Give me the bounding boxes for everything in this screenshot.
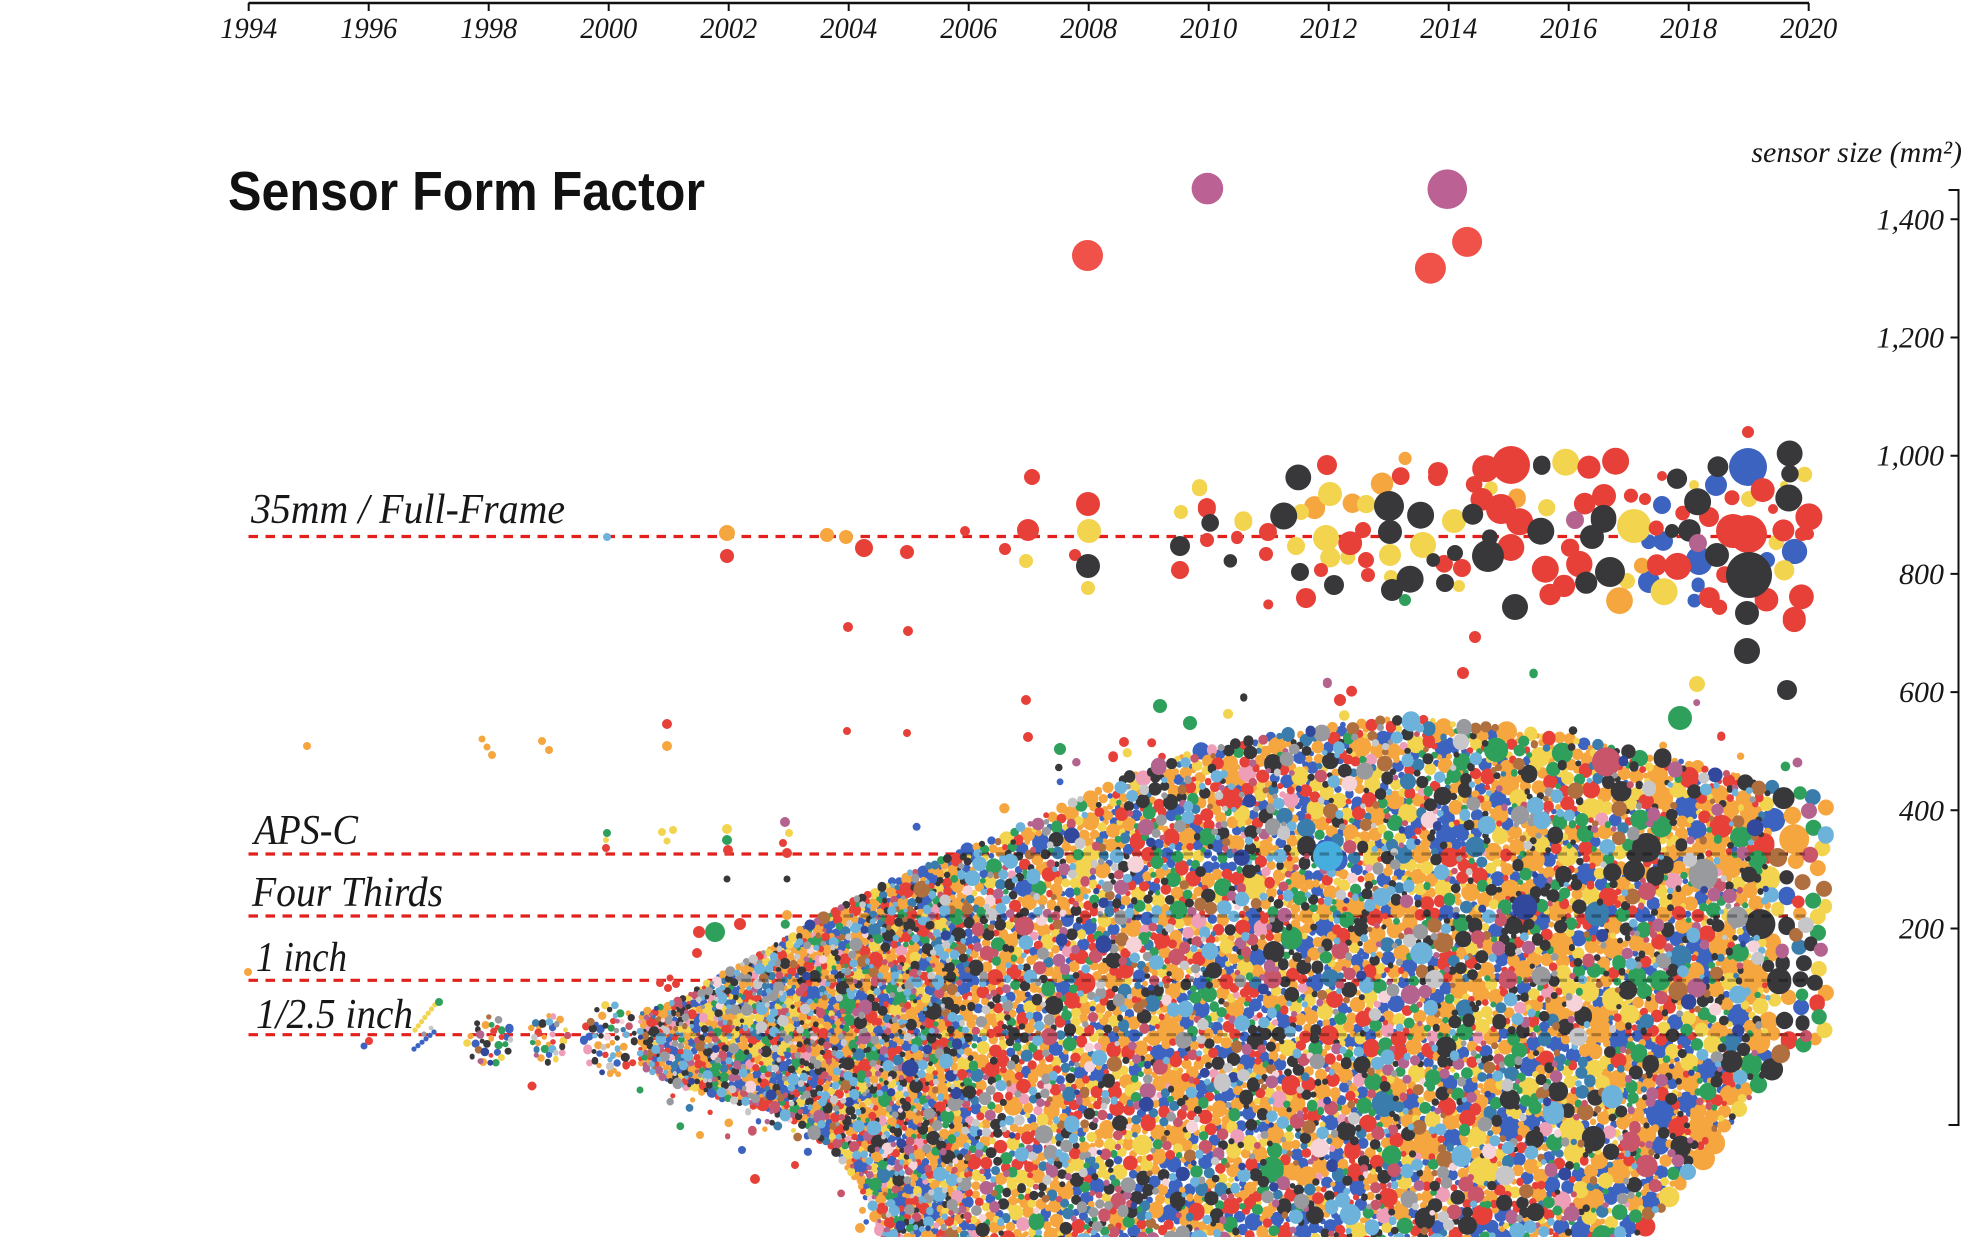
svg-text:Sensor Form Factor: Sensor Form Factor bbox=[228, 160, 705, 222]
svg-text:2020: 2020 bbox=[1780, 12, 1837, 45]
svg-text:1,000: 1,000 bbox=[1877, 440, 1945, 473]
svg-text:400: 400 bbox=[1899, 794, 1944, 827]
svg-text:2012: 2012 bbox=[1300, 12, 1357, 45]
svg-text:1,200: 1,200 bbox=[1877, 322, 1945, 355]
svg-text:Four Thirds: Four Thirds bbox=[251, 870, 443, 916]
svg-text:2002: 2002 bbox=[700, 12, 757, 45]
svg-text:2016: 2016 bbox=[1540, 12, 1597, 45]
svg-text:2008: 2008 bbox=[1060, 12, 1117, 45]
svg-text:1,400: 1,400 bbox=[1877, 203, 1945, 236]
svg-text:2010: 2010 bbox=[1180, 12, 1237, 45]
svg-text:200: 200 bbox=[1899, 913, 1944, 946]
svg-text:1 inch: 1 inch bbox=[256, 935, 347, 981]
svg-text:600: 600 bbox=[1899, 676, 1944, 709]
svg-text:1/2.5 inch: 1/2.5 inch bbox=[256, 992, 413, 1038]
svg-text:35mm / Full-Frame: 35mm / Full-Frame bbox=[250, 487, 565, 533]
svg-text:2004: 2004 bbox=[820, 12, 877, 45]
svg-text:2014: 2014 bbox=[1420, 12, 1477, 45]
svg-text:800: 800 bbox=[1899, 558, 1944, 591]
svg-text:APS-C: APS-C bbox=[251, 808, 359, 854]
svg-text:1998: 1998 bbox=[460, 12, 517, 45]
svg-text:2000: 2000 bbox=[580, 12, 637, 45]
svg-text:sensor size (mm²): sensor size (mm²) bbox=[1751, 136, 1962, 169]
svg-text:1996: 1996 bbox=[340, 12, 397, 45]
svg-text:1994: 1994 bbox=[220, 12, 277, 45]
svg-text:2018: 2018 bbox=[1660, 12, 1717, 45]
svg-text:2006: 2006 bbox=[940, 12, 997, 45]
